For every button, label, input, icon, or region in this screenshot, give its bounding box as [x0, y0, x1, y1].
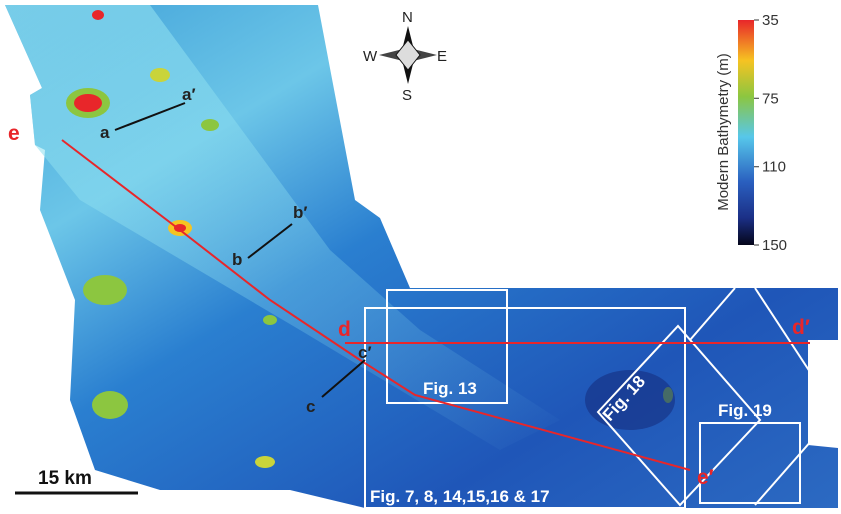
profile-start: e — [8, 122, 20, 145]
profile-end: c′ — [358, 343, 372, 362]
colorbar-tick-label: 150 — [762, 237, 787, 254]
profile-end: b′ — [293, 203, 307, 222]
profile-end: e′ — [697, 466, 714, 489]
compass-label: E — [437, 48, 447, 65]
profile-end: a′ — [182, 85, 196, 104]
profile-start: a — [100, 123, 110, 142]
compass: N S E W — [363, 9, 447, 104]
compass-label: N — [402, 9, 413, 26]
colorbar-tick-label: 75 — [762, 90, 779, 107]
compass-label: W — [363, 48, 378, 65]
profile-start: c — [306, 397, 315, 416]
colorbar: Modern Bathymetry (m) 35 75 110 150 — [715, 12, 787, 254]
colorbar-tick-label: 35 — [762, 12, 779, 29]
profile-start: d — [338, 318, 351, 341]
scale-bar-label: 15 km — [38, 468, 92, 489]
figure-label: Fig. 7, 8, 14,15,16 & 17 — [370, 487, 550, 506]
survey-area — [5, 5, 838, 508]
figure-label: Fig. 19 — [718, 401, 772, 420]
colorbar-tick-label: 110 — [762, 159, 786, 176]
map: a a′ b b′ c c′ d d′ e e′ Fig. 13 Fig. 18… — [0, 0, 841, 514]
figure-label: Fig. 13 — [423, 379, 477, 398]
profile-end: d′ — [792, 316, 810, 339]
profile-start: b — [232, 250, 242, 269]
compass-label: S — [402, 87, 412, 104]
colorbar-title: Modern Bathymetry (m) — [715, 53, 732, 211]
